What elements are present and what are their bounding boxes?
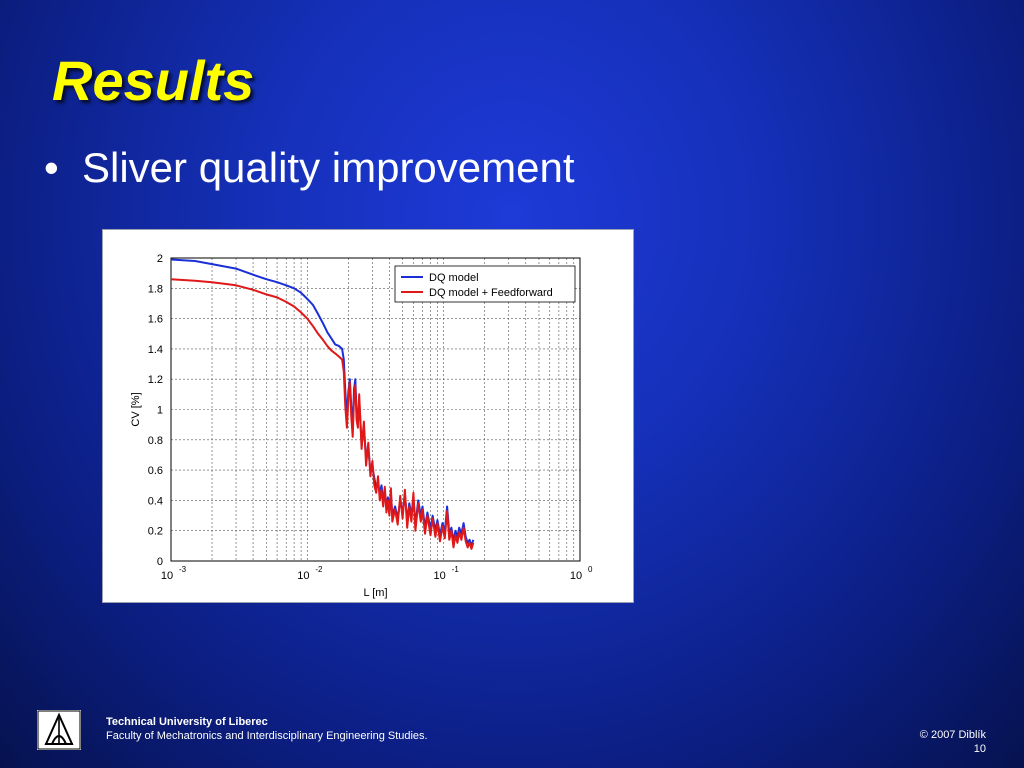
y-axis-label: CV [%] [130,392,142,426]
bullet-marker: • [44,144,59,191]
x-tick-label: 10 [297,570,309,582]
series-lines [170,258,475,550]
bullet-text: Sliver quality improvement [82,144,575,191]
legend-label-dq-feedforward: DQ model + Feedforward [429,287,553,299]
university-logo-icon [37,710,81,750]
footer-organization: Technical University of Liberec [106,716,268,728]
footer-institution: Technical University of Liberec Faculty … [106,715,428,743]
y-tick-label: 1.8 [148,283,163,295]
y-tick-label: 1 [157,405,163,417]
footer-right: © 2007 Diblík 10 [920,728,986,756]
x-tick-label: 10 [161,570,173,582]
legend-box [394,265,576,303]
y-tick-label: 2 [157,253,163,265]
footer-copyright: © 2007 Diblík [919,729,986,741]
cv-vs-length-chart: 0 0.2 0.4 0.6 0.8 1 1.2 1.4 1.6 1.8 2 10 -3 10 -2 10 -1 1… [130,253,593,599]
plot-area [170,257,581,562]
y-tick-label: 0 [157,556,163,568]
y-tick-label: 1.4 [148,344,163,356]
footer-faculty: Faculty of Mechatronics and Interdiscipl… [106,730,428,742]
y-tick-label: 1.6 [148,314,163,326]
x-tick-exponent: -3 [179,565,187,574]
axis-ticks: 0 0.2 0.4 0.6 0.8 1 1.2 1.4 1.6 1.8 2 10 -3 10 -2 10 -1 1… [148,253,593,582]
series-line-dq-model [170,258,475,547]
grid [171,258,580,561]
y-tick-label: 0.8 [148,435,163,447]
x-axis-label: L [m] [363,587,387,599]
legend-label-dq-model: DQ model [429,272,479,284]
y-tick-label: 1.2 [148,374,163,386]
chart-frame: 0 0.2 0.4 0.6 0.8 1 1.2 1.4 1.6 1.8 2 10 -3 10 -2 10 -1 1… [102,229,634,603]
y-tick-label: 0.2 [148,526,163,538]
university-logo [37,710,81,750]
series-line-dq-feedforward [170,278,475,550]
legend: DQ model DQ model + Feedforward [394,265,576,303]
bullet-item: • Sliver quality improvement [44,144,575,192]
x-tick-exponent: -2 [315,565,323,574]
x-tick-label: 10 [434,570,446,582]
y-tick-label: 0.4 [148,495,163,507]
x-tick-label: 10 [570,570,582,582]
x-tick-exponent: -1 [452,565,460,574]
x-tick-exponent: 0 [588,565,593,574]
slide-title: Results [52,49,255,112]
page-number: 10 [973,743,986,755]
y-tick-label: 0.6 [148,465,163,477]
